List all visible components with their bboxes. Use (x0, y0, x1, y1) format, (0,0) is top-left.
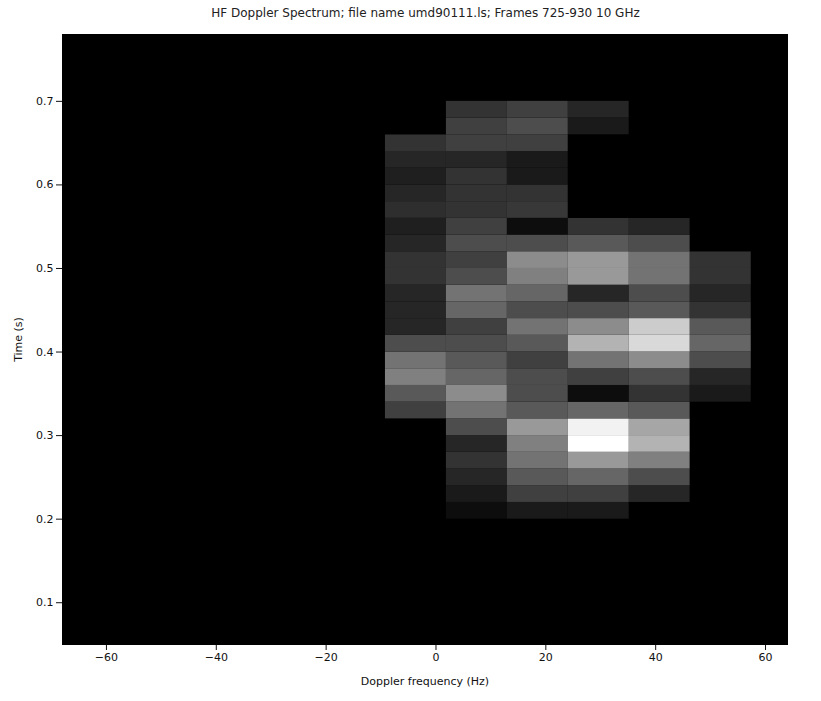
svg-text:Doppler frequency (Hz): Doppler frequency (Hz) (361, 675, 489, 688)
svg-text:60: 60 (759, 651, 773, 664)
svg-text:−40: −40 (205, 651, 228, 664)
svg-text:0.3: 0.3 (36, 429, 54, 442)
html-text:HF Doppler Spectrum; file name: HF Doppler Spectrum; file name umd90111.… (211, 6, 640, 20)
svg-text:0.2: 0.2 (36, 513, 54, 526)
svg-text:0.5: 0.5 (36, 262, 54, 275)
svg-text:−20: −20 (315, 651, 338, 664)
svg-text:40: 40 (649, 651, 663, 664)
svg-text:−60: −60 (95, 651, 118, 664)
svg-text:Time (s): Time (s) (12, 317, 25, 363)
svg-text:0.4: 0.4 (36, 346, 54, 359)
svg-text:0.7: 0.7 (36, 95, 54, 108)
svg-text:0.6: 0.6 (36, 178, 54, 191)
svg-text:20: 20 (539, 651, 553, 664)
svg-text:0.1: 0.1 (36, 596, 54, 609)
svg-text:0: 0 (432, 651, 439, 664)
